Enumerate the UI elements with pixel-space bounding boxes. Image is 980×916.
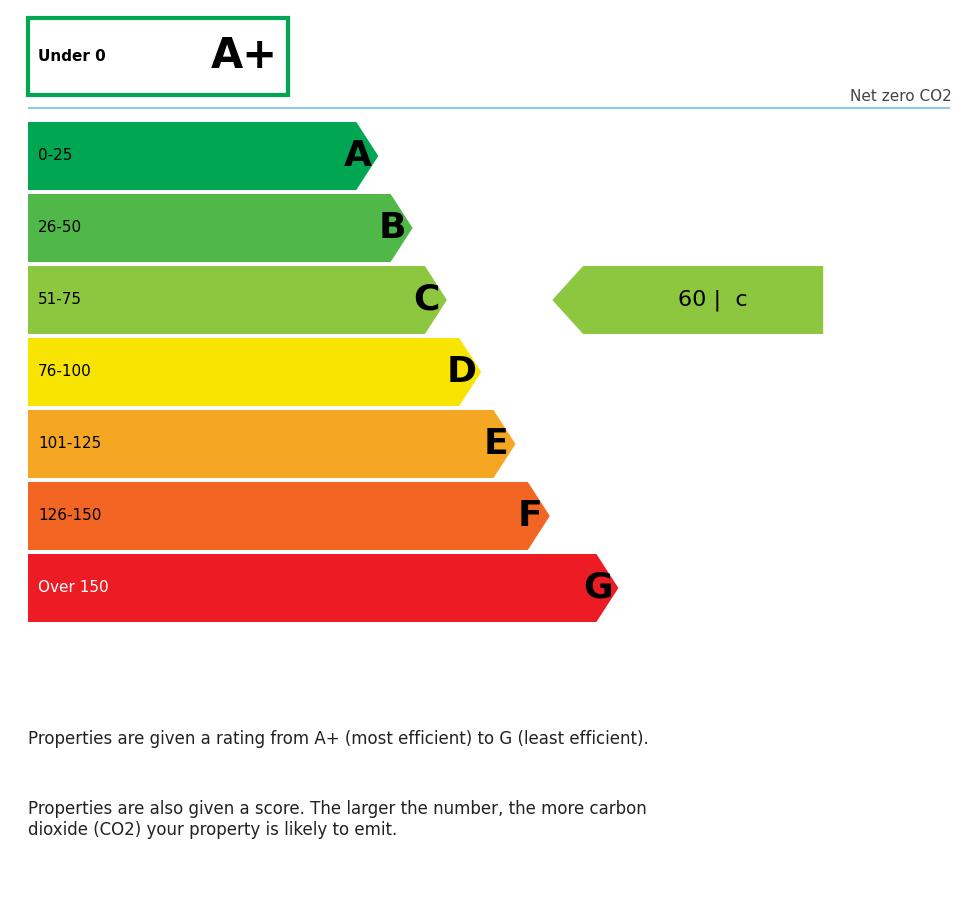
Polygon shape <box>28 338 481 406</box>
Polygon shape <box>553 266 823 334</box>
Text: 51-75: 51-75 <box>38 292 82 308</box>
Text: C: C <box>414 283 440 317</box>
Text: E: E <box>483 427 508 461</box>
Text: 76-100: 76-100 <box>38 365 92 379</box>
Polygon shape <box>28 554 618 622</box>
Text: 126-150: 126-150 <box>38 508 101 524</box>
Text: Properties are also given a score. The larger the number, the more carbon
dioxid: Properties are also given a score. The l… <box>28 800 647 839</box>
Text: 0-25: 0-25 <box>38 148 73 163</box>
Text: B: B <box>379 211 407 245</box>
Text: G: G <box>583 571 613 605</box>
Text: A+: A+ <box>211 36 277 78</box>
Text: 60 |  c: 60 | c <box>678 289 748 311</box>
Text: 101-125: 101-125 <box>38 437 101 452</box>
Polygon shape <box>28 410 515 478</box>
FancyBboxPatch shape <box>28 18 288 95</box>
Text: A: A <box>344 139 372 173</box>
Text: Under 0: Under 0 <box>38 49 106 64</box>
Polygon shape <box>28 194 413 262</box>
Polygon shape <box>28 266 447 334</box>
Text: D: D <box>446 355 476 389</box>
Polygon shape <box>28 482 550 550</box>
Polygon shape <box>28 122 378 190</box>
Text: Properties are given a rating from A+ (most efficient) to G (least efficient).: Properties are given a rating from A+ (m… <box>28 730 649 748</box>
Text: Over 150: Over 150 <box>38 581 109 595</box>
Text: F: F <box>517 499 542 533</box>
Text: Net zero CO2: Net zero CO2 <box>851 89 952 104</box>
Text: 26-50: 26-50 <box>38 221 82 235</box>
